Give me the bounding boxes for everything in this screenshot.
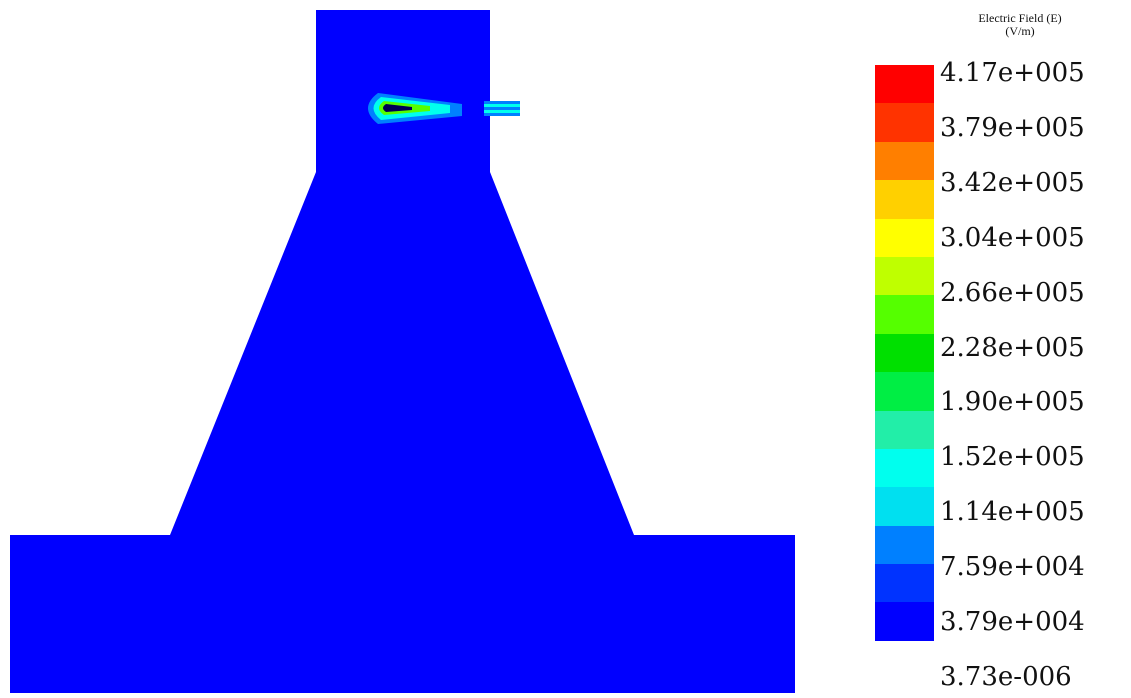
colorbar-swatch [875, 141, 934, 181]
colorbar-tick-label: 7.59e+004 [940, 552, 1085, 583]
colorbar-swatch [875, 525, 934, 565]
colorbar-swatch [875, 410, 934, 449]
colorbar-swatch [875, 295, 934, 334]
colorbar-unit: (V/m) [1005, 24, 1035, 38]
colorbar-tick-label: 3.79e+005 [940, 112, 1085, 143]
colorbar-tick-label: 1.90e+005 [940, 387, 1085, 418]
colorbar-tick-label: 3.73e-006 [940, 661, 1072, 692]
colorbar-swatch [875, 372, 934, 411]
conductor-stub [484, 101, 520, 116]
hotspot-contour-core [383, 104, 412, 112]
colorbar-tick-label: 3.42e+005 [940, 167, 1085, 198]
conductor-hotspot [368, 93, 462, 124]
colorbar-tick-label: 2.28e+005 [940, 332, 1085, 363]
colorbar-swatch [875, 218, 934, 257]
colorbar-tick-label: 1.52e+005 [940, 442, 1085, 473]
colorbar-swatch [875, 487, 934, 526]
colorbar-swatch [875, 448, 934, 488]
colorbar [875, 65, 934, 641]
field-plot [10, 10, 795, 693]
colorbar-swatch [875, 65, 934, 104]
colorbar-swatch [875, 180, 934, 219]
colorbar-swatch [875, 564, 934, 603]
colorbar-title: Electric Field (E) (V/m) [930, 12, 1110, 38]
colorbar-tick-label: 3.04e+005 [940, 222, 1085, 253]
colorbar-swatch [875, 333, 934, 373]
colorbar-title-text: Electric Field (E) [978, 11, 1062, 25]
colorbar-tick-label: 3.79e+004 [940, 607, 1085, 637]
colorbar-tick-label: 4.17e+005 [940, 58, 1085, 88]
colorbar-tick-label: 1.14e+005 [940, 497, 1085, 528]
colorbar-swatch [875, 256, 934, 296]
colorbar-swatch [875, 103, 934, 142]
colorbar-swatch [875, 602, 934, 641]
insulator-body [10, 10, 795, 693]
colorbar-tick-label: 2.66e+005 [940, 277, 1085, 308]
